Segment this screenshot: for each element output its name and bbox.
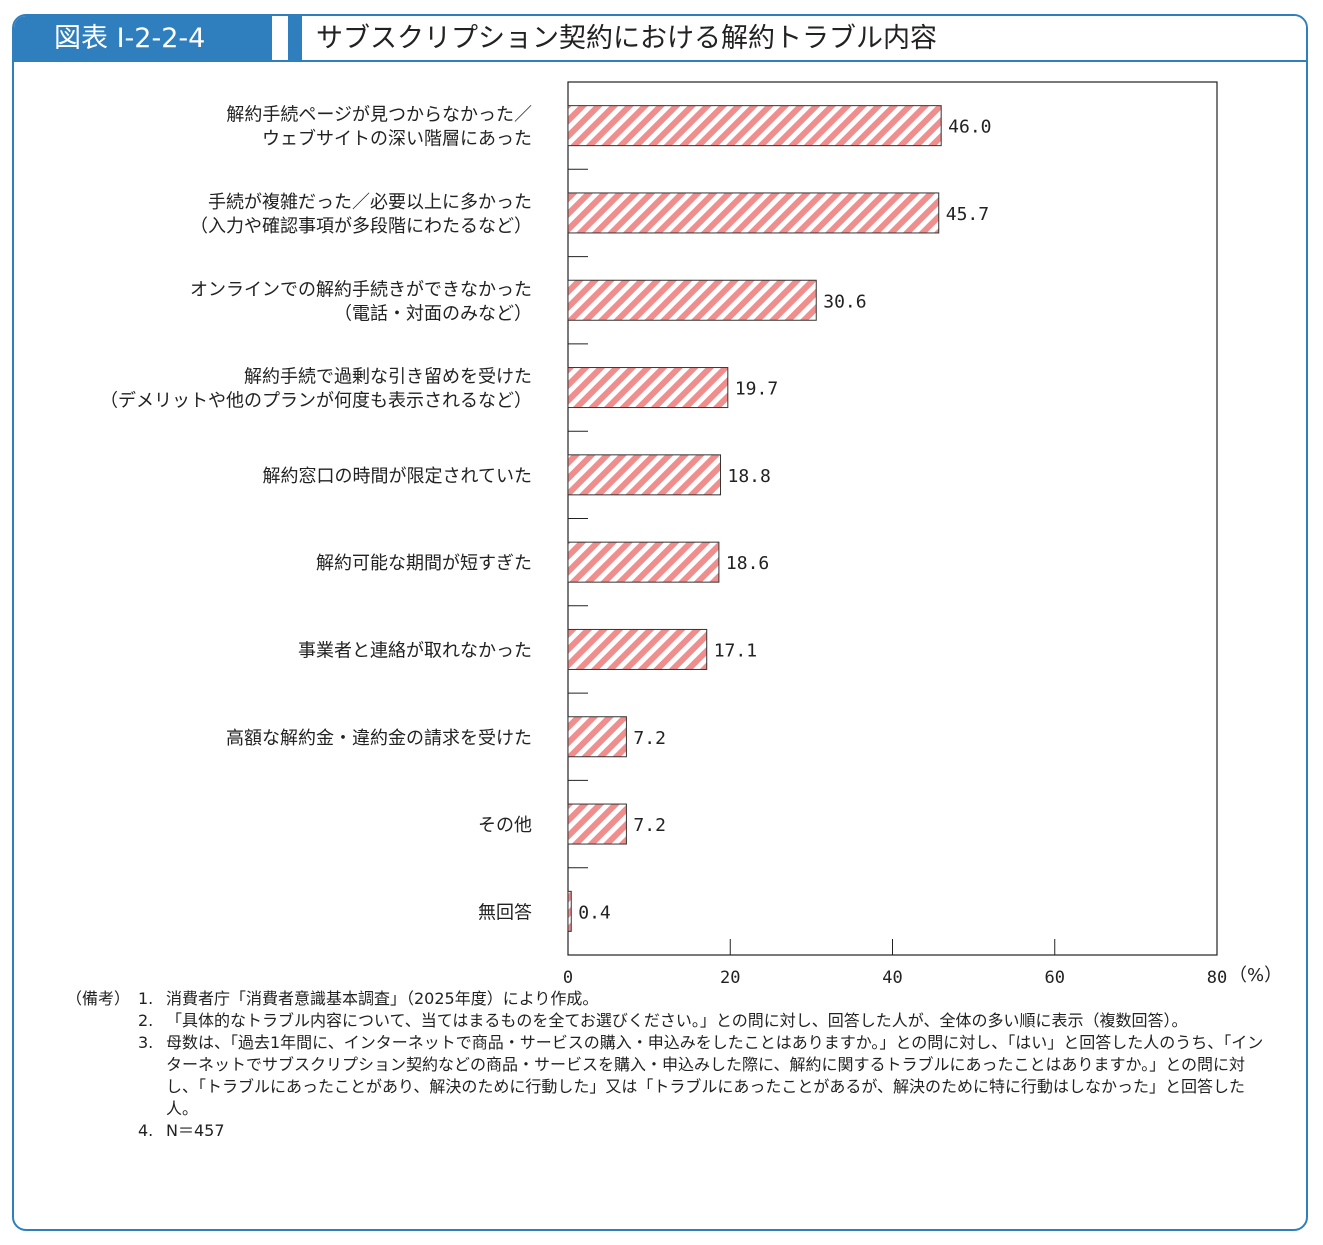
figure-label: 図表 I-2-2-4 (14, 16, 272, 62)
category-label: （デメリットや他のプランが何度も表示されるなど） (100, 391, 532, 412)
note-text: N＝457 (166, 1121, 225, 1140)
category-label: 解約手続で過剰な引き留めを受けた (244, 367, 532, 388)
note-text: 「具体的なトラブル内容について、当てはまるものを全てお選びください。」との問に対… (166, 1011, 1188, 1030)
bar-value-label: 46.0 (948, 117, 991, 138)
x-tick-label: 0 (563, 968, 573, 988)
bar (567, 628, 708, 670)
bar-value-label: 7.2 (633, 728, 666, 749)
category-label: 解約窓口の時間が限定されていた (263, 466, 532, 487)
bar-value-label: 17.1 (714, 640, 757, 661)
note-item: （備考） 1. 消費者庁「消費者意識基本調査」（2025年度）により作成。 (66, 988, 1296, 1010)
bar (567, 454, 722, 496)
note-item: 3. 母数は、「過去1年間に、インターネットで商品・サービスの購入・申込みをしたこ… (66, 1032, 1296, 1120)
bar (567, 803, 627, 845)
category-label: オンラインでの解約手続きができなかった (190, 279, 532, 300)
note-number: 4. (138, 1121, 154, 1140)
bar (567, 716, 627, 758)
bar (567, 541, 720, 583)
x-tick-label: 20 (720, 968, 740, 988)
note-head: （備考） (66, 989, 131, 1008)
category-label: 無回答 (478, 902, 532, 923)
note-text: 母数は、「過去1年間に、インターネットで商品・サービスの購入・申込みをしたことは… (166, 1033, 1264, 1118)
bar-value-label: 45.7 (946, 204, 989, 225)
x-tick-label: 80 (1207, 968, 1227, 988)
bar (567, 192, 940, 234)
category-label: （入力や確認事項が多段階にわたるなど） (190, 216, 532, 237)
category-label: ウェブサイトの深い階層にあった (262, 128, 532, 150)
x-tick-label: 40 (882, 968, 902, 988)
title-underline (14, 60, 1306, 62)
category-label: （電話・対面のみなど） (334, 303, 532, 324)
figure-frame: 図表 I-2-2-4 サブスクリプション契約における解約トラブル内容 (12, 14, 1308, 1231)
title-bar: 図表 I-2-2-4 サブスクリプション契約における解約トラブル内容 (14, 16, 1306, 62)
bar-value-label: 0.4 (578, 902, 611, 923)
category-label: 事業者と連絡が取れなかった (298, 640, 532, 661)
bar-value-label: 7.2 (633, 815, 666, 836)
x-tick-label: 60 (1045, 968, 1065, 988)
note-text: 消費者庁「消費者意識基本調査」（2025年度）により作成。 (166, 989, 599, 1008)
note-head (66, 1010, 138, 1032)
bar (567, 890, 572, 932)
bar-value-label: 18.6 (726, 553, 769, 574)
category-label: 解約可能な期間が短すぎた (316, 553, 532, 574)
note-item: 2. 「具体的なトラブル内容について、当てはまるものを全てお選びください。」との問… (66, 1010, 1296, 1032)
note-item: 4. N＝457 (66, 1120, 1296, 1142)
category-label: その他 (478, 815, 532, 836)
bar (567, 105, 942, 147)
category-label: 高額な解約金・違約金の請求を受けた (226, 728, 532, 749)
bar-chart: 0 20 40 60 80 （%） 46.0 解約手続ページが見つからなかった／ウェブサイトの… (100, 81, 1282, 988)
notes: （備考） 1. 消費者庁「消費者意識基本調査」（2025年度）により作成。 2. 「具体… (66, 988, 1296, 1142)
bar-value-label: 18.8 (728, 466, 771, 487)
bar (567, 279, 817, 321)
category-label: 手続が複雑だった／必要以上に多かった (208, 192, 532, 213)
category-label: 解約手続ページが見つからなかった／ (226, 105, 532, 126)
bar-value-label: 19.7 (735, 379, 778, 400)
note-head (66, 1032, 138, 1120)
note-head (66, 1120, 138, 1142)
note-number: 1. (138, 989, 154, 1008)
bar-value-label: 30.6 (823, 291, 866, 312)
note-number: 3. (138, 1033, 154, 1052)
bar (567, 367, 729, 409)
x-unit-label: （%） (1229, 965, 1282, 986)
note-number: 2. (138, 1011, 154, 1030)
figure-title: サブスクリプション契約における解約トラブル内容 (288, 16, 1306, 62)
